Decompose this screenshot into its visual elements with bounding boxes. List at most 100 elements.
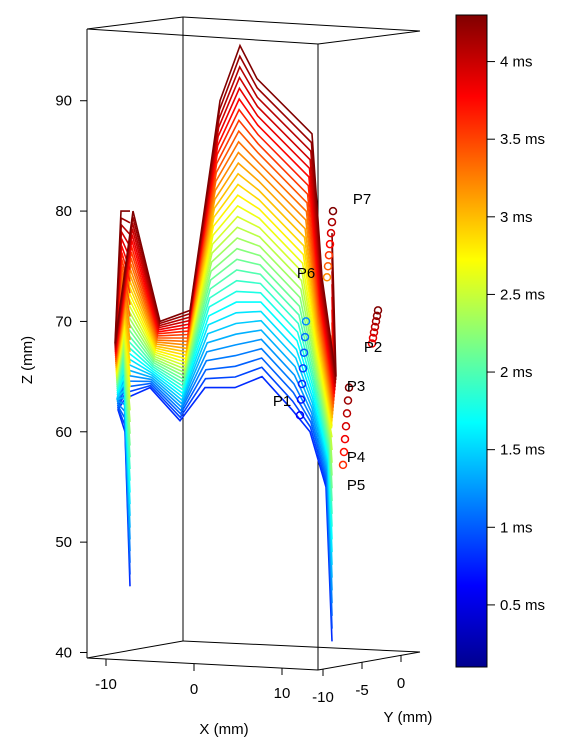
- y-axis-title: Y (mm): [384, 709, 433, 726]
- probe-marker: [326, 228, 336, 238]
- probe-marker: [325, 239, 335, 249]
- probe-marker: [372, 311, 382, 321]
- z-tick-label: 80: [55, 203, 72, 220]
- colorbar-tick-label: 2 ms: [500, 364, 533, 381]
- y-tick-label: -5: [355, 682, 368, 699]
- wavefront-line: [114, 108, 335, 398]
- probe-marker: [301, 317, 311, 326]
- probe-marker: [300, 332, 310, 342]
- probe-marker: [324, 250, 334, 260]
- box-edge: [86, 16, 184, 30]
- x-tick-label: -10: [95, 676, 117, 693]
- x-axis-title: X (mm): [199, 721, 248, 738]
- wavefront-line: [115, 226, 333, 451]
- wavefront-line: [116, 329, 333, 578]
- wavefront-line: [115, 194, 333, 426]
- point-label: P5: [347, 477, 365, 494]
- probe-marker: [327, 217, 337, 227]
- box-edge: [86, 657, 319, 671]
- wavefront-line: [116, 269, 333, 502]
- box-edge: [317, 651, 421, 671]
- box-edge: [182, 640, 421, 653]
- markers: [295, 206, 383, 470]
- probe-marker: [369, 328, 379, 337]
- colorbar-tick-label: 1.5 ms: [500, 442, 545, 459]
- probe-marker: [295, 410, 305, 420]
- point-label: P3: [347, 378, 365, 395]
- probe-marker: [299, 348, 309, 357]
- probe-marker: [344, 383, 354, 392]
- probe-marker: [371, 317, 381, 326]
- colorbar-tick-label: 3.5 ms: [500, 131, 545, 148]
- box-edge: [317, 30, 421, 45]
- probe-marker: [338, 460, 348, 470]
- probe-marker: [343, 396, 353, 405]
- z-tick-label: 40: [55, 644, 72, 661]
- y-tick-label: -10: [312, 689, 334, 706]
- wavefront-line: [114, 86, 336, 391]
- wavefront-line: [114, 97, 336, 394]
- probe-marker: [297, 379, 307, 389]
- point-label: P4: [347, 449, 365, 466]
- wavefront-line: [114, 75, 336, 388]
- colorbar: 0.5 ms 1 ms 1.5 ms 2 ms 2.5 ms 3 ms 3.5 ms 4 ms: [455, 14, 545, 668]
- z-axis: 40 50 60 70 80 90: [55, 93, 87, 661]
- wavefront-line: [115, 237, 333, 463]
- y-tick-label: 0: [397, 675, 405, 692]
- colorbar-tick-label: 2.5 ms: [500, 286, 545, 303]
- probe-marker: [373, 306, 383, 315]
- probe-marker: [368, 333, 378, 343]
- probe-marker: [340, 434, 350, 444]
- x-tick-label: 0: [190, 681, 198, 698]
- wavefront-line: [115, 319, 333, 565]
- z-tick-label: 90: [55, 93, 72, 110]
- probe-marker: [328, 206, 338, 216]
- box-edge: [182, 16, 421, 32]
- wavefront-line: [115, 129, 335, 405]
- wavefront-line: [116, 347, 333, 604]
- probe-marker: [296, 395, 306, 404]
- y-axis: -10 -5 0: [312, 655, 405, 706]
- z-tick-label: 50: [55, 534, 72, 551]
- z-tick-label: 60: [55, 424, 72, 441]
- x-axis: -10 0 10: [95, 659, 290, 702]
- probe-marker: [370, 322, 380, 332]
- wavefront-line: [115, 161, 334, 415]
- box-edge: [86, 28, 319, 45]
- wavefront-line: [114, 118, 335, 401]
- wavefront-line: [115, 151, 334, 412]
- box-edge: [86, 640, 184, 659]
- z-axis-title: Z (mm): [19, 336, 36, 384]
- wavefront-line: [116, 279, 333, 514]
- probe-marker: [367, 339, 377, 348]
- point-label: P2: [364, 339, 382, 356]
- wavefront-line: [115, 215, 333, 438]
- wavefront-line: [114, 65, 337, 384]
- probe-marker: [298, 364, 308, 373]
- wavefront-line: [114, 43, 337, 377]
- wavefront-line: [115, 183, 333, 422]
- probe-marker: [341, 422, 351, 431]
- z-tick-label: 70: [55, 313, 72, 330]
- colorbar-tick-label: 1 ms: [500, 519, 533, 536]
- probe-marker: [342, 409, 352, 418]
- probe-marker: [323, 262, 333, 271]
- colorbar-tick-label: 0.5 ms: [500, 597, 545, 614]
- wavefront-line: [116, 247, 333, 476]
- wavefront-line: [116, 301, 333, 540]
- wavefront-line: [117, 375, 333, 642]
- colorbar-tick-label: 3 ms: [500, 209, 533, 226]
- point-label: P7: [353, 191, 371, 208]
- wavefront-line: [116, 258, 333, 489]
- wavefront-line: [116, 338, 333, 591]
- data-lines: [114, 43, 337, 642]
- point-labels: P1 P2 P3 P4 P5 P6 P7: [273, 191, 382, 494]
- wavefront-line: [115, 172, 334, 419]
- wavefront-line: [116, 310, 333, 553]
- x-tick-label: 10: [274, 685, 291, 702]
- wavefront-line: [116, 357, 333, 616]
- probe-marker: [322, 273, 332, 282]
- point-label: P6: [297, 265, 315, 282]
- wavefront-line: [115, 204, 333, 429]
